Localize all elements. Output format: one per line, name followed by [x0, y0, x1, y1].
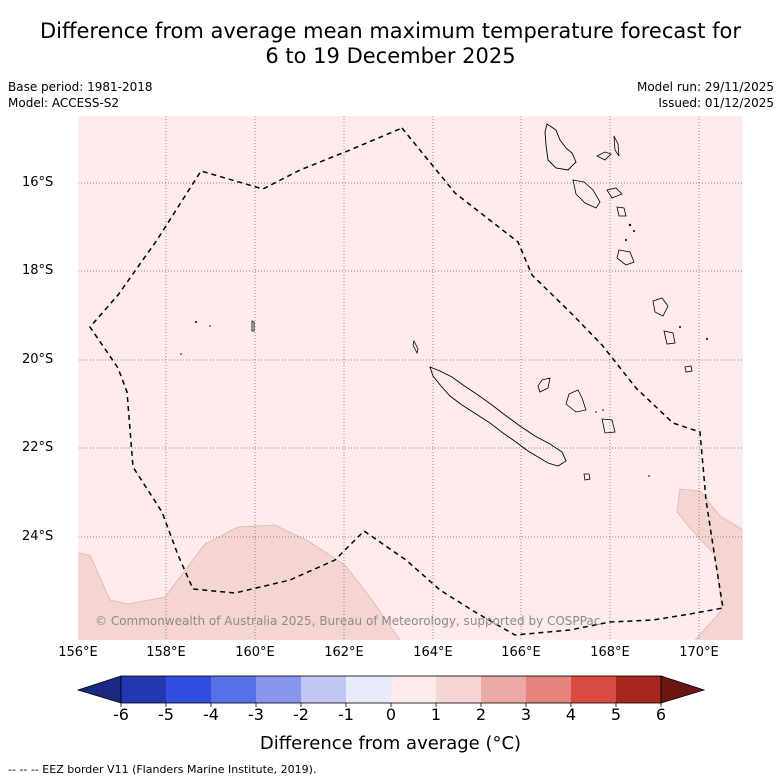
colorbar-band [436, 676, 481, 703]
loyalty-islands-lifou [565, 389, 587, 413]
colorbar-tick-label: 5 [610, 705, 622, 724]
colorbar-tick-label: -2 [293, 705, 309, 724]
map-title-line2: 6 to 19 December 2025 [265, 44, 516, 68]
colorbar-lower-extension [76, 675, 122, 704]
colorbar-tick-label: -6 [113, 705, 129, 724]
map-background [78, 116, 743, 640]
latitude-label: 22°S [22, 440, 54, 455]
colorbar-tick-label: 2 [475, 705, 487, 724]
colorbar-band [301, 676, 346, 703]
ambae-island [596, 151, 612, 161]
map-frame [77, 115, 744, 641]
colorbar-upper-extension [660, 675, 706, 704]
colorbar-tick-label: 3 [520, 705, 532, 724]
colorbar-tick-label: 0 [385, 705, 397, 724]
longitude-label: 170°E [679, 645, 719, 660]
issued-date: Issued: 01/12/2025 [658, 96, 774, 110]
colorbar-band [481, 676, 526, 703]
colorbar [76, 675, 706, 707]
epi-island [616, 206, 627, 217]
latitude-label: 16°S [22, 175, 54, 190]
model-name: Model: ACCESS-S2 [8, 96, 120, 110]
base-period: Base period: 1981-2018 [8, 80, 153, 94]
small-islets [180, 223, 708, 477]
ambrym-island [606, 187, 623, 199]
colorbar-band [121, 676, 166, 703]
colorbar-band [571, 676, 616, 703]
eez-footnote: -- -- -- EEZ border V11 (Flanders Marine… [8, 763, 317, 776]
colorbar-tick-label: -3 [248, 705, 264, 724]
colorbar-title: Difference from average (°C) [259, 733, 522, 754]
belep-islands [412, 339, 419, 355]
tanna-island [663, 330, 676, 345]
graticule [78, 116, 743, 640]
efate-island [616, 249, 635, 266]
eez-border [89, 127, 724, 636]
colorbar-tick-label: -5 [158, 705, 174, 724]
maewo-island [613, 135, 620, 157]
copyright-notice: © Commonwealth of Australia 2025, Bureau… [95, 614, 601, 628]
colorbar-band [616, 676, 661, 703]
warm-anomaly-patch-southwest [78, 524, 401, 640]
longitude-label: 168°E [590, 645, 630, 660]
model-run: Model run: 29/11/2025 [636, 80, 774, 94]
colorbar-band [346, 676, 391, 703]
malekula-island [572, 179, 601, 209]
warm-anomaly-patch-southeast [676, 488, 743, 640]
colorbar-band [256, 676, 301, 703]
colorbar-band [391, 676, 436, 703]
colorbar-tick-label: 4 [565, 705, 577, 724]
longitude-label: 158°E [146, 645, 186, 660]
colorbar-tick-label: 6 [655, 705, 667, 724]
longitude-label: 156°E [58, 645, 98, 660]
new-caledonia-coastline [429, 366, 567, 467]
map-title-line1: Difference from average mean maximum tem… [40, 19, 741, 43]
espiritu-santo-island [544, 123, 577, 171]
longitude-label: 166°E [501, 645, 541, 660]
chesterfield-islet [251, 320, 255, 332]
latitude-label: 24°S [22, 529, 54, 544]
isle-of-pines [583, 473, 591, 481]
longitude-label: 164°E [413, 645, 453, 660]
colorbar-tick-label: 1 [430, 705, 442, 724]
aneityum-island [684, 365, 693, 373]
colorbar-band [211, 676, 256, 703]
loyalty-islands-mare [601, 418, 616, 434]
colorbar-band [526, 676, 571, 703]
erromango-island [652, 297, 669, 317]
colorbar-tick-label: -1 [338, 705, 354, 724]
colorbar-ticks [120, 703, 662, 707]
latitude-label: 18°S [22, 263, 54, 278]
colorbar-band [166, 676, 211, 703]
colorbar-tick-label: -4 [203, 705, 219, 724]
longitude-label: 160°E [235, 645, 275, 660]
latitude-label: 20°S [22, 352, 54, 367]
longitude-label: 162°E [324, 645, 364, 660]
loyalty-islands-ouvea [537, 377, 551, 393]
